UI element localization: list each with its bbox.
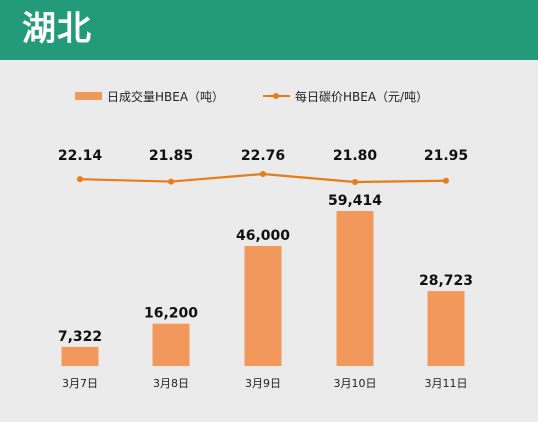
volume-bar <box>152 323 190 366</box>
price-point <box>352 179 358 185</box>
price-data-label: 22.76 <box>241 148 285 164</box>
x-axis-label: 3月8日 <box>153 377 189 390</box>
region-header: 湖北 <box>0 0 538 60</box>
volume-data-label: 28,723 <box>419 273 473 289</box>
price-point <box>443 177 449 184</box>
x-axis-label: 3月9日 <box>245 377 281 390</box>
price-data-label: 21.85 <box>149 148 193 164</box>
volume-bar <box>61 346 99 366</box>
price-data-label: 22.14 <box>58 148 103 164</box>
volume-bar <box>427 291 465 366</box>
x-axis-label: 3月11日 <box>425 377 468 390</box>
chart-legend: 日成交量HBEA（吨） 每日碳价HBEA（元/吨） <box>75 86 495 106</box>
x-axis-label: 3月7日 <box>62 377 98 390</box>
legend-volume-swatch <box>75 92 102 100</box>
legend-item-price: 每日碳价HBEA（元/吨） <box>263 86 428 106</box>
legend-volume-label: 日成交量HBEA（吨） <box>107 89 225 104</box>
volume-data-label: 46,000 <box>236 228 290 244</box>
page-title: 湖北 <box>22 9 92 49</box>
price-data-label: 21.80 <box>333 148 378 164</box>
volume-data-label: 59,414 <box>328 193 382 209</box>
volume-data-label: 7,322 <box>58 329 102 345</box>
x-axis-label: 3月10日 <box>334 377 377 390</box>
price-point <box>168 178 174 185</box>
legend-price-line-marker <box>263 91 290 101</box>
volume-bar <box>244 245 282 366</box>
volume-bar <box>336 211 374 366</box>
price-data-label: 21.95 <box>424 148 468 164</box>
legend-item-volume: 日成交量HBEA（吨） <box>75 86 224 106</box>
legend-price-label: 每日碳价HBEA（元/吨） <box>295 89 429 104</box>
price-point <box>260 171 266 177</box>
volume-data-label: 16,200 <box>144 306 198 322</box>
price-point <box>77 176 83 183</box>
